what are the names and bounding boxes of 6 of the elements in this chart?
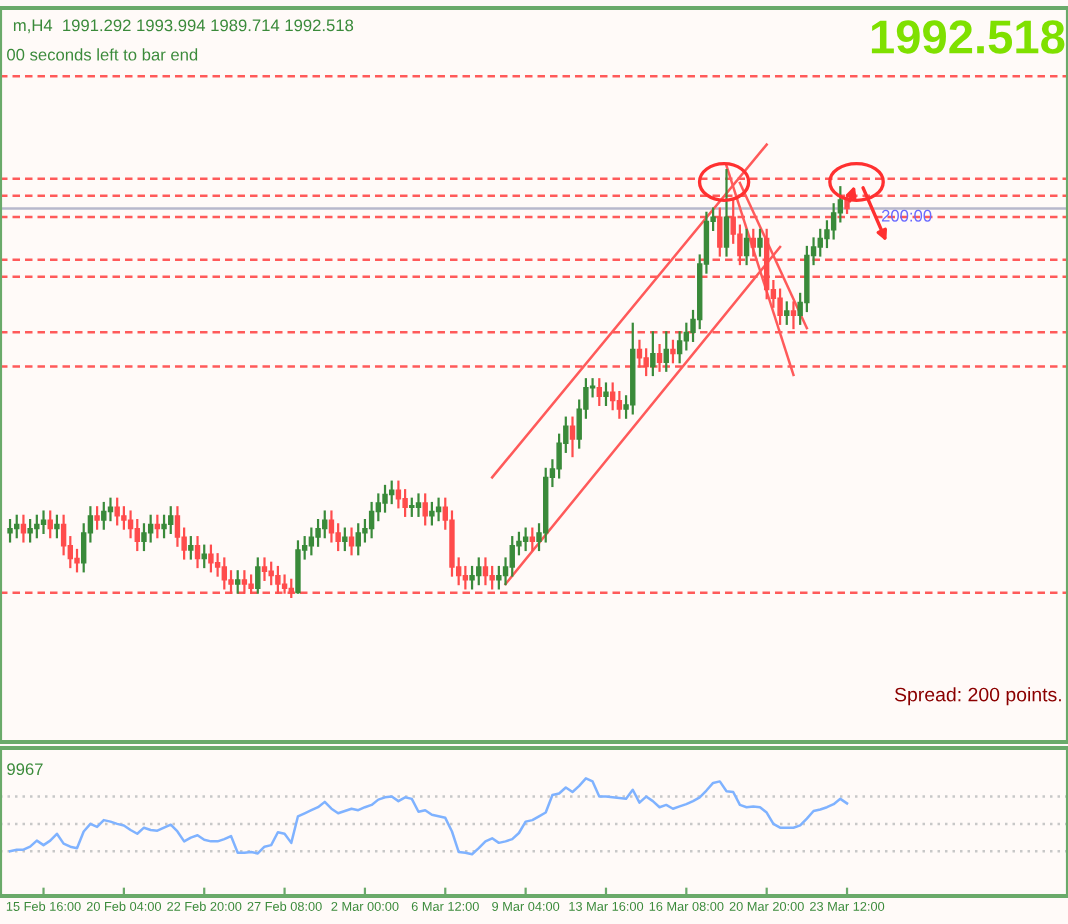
- text: 1992.518: [871, 20, 1065, 54]
- text: 9967: [7, 763, 43, 776]
- text: m,H4 1991.292 1993.994 1989.714 1992.518: [13, 19, 354, 34]
- text: 200:00: [881, 209, 932, 222]
- text: Spread: 200 points.: [894, 687, 1061, 706]
- text: 00 seconds left to bar end: [7, 48, 198, 61]
